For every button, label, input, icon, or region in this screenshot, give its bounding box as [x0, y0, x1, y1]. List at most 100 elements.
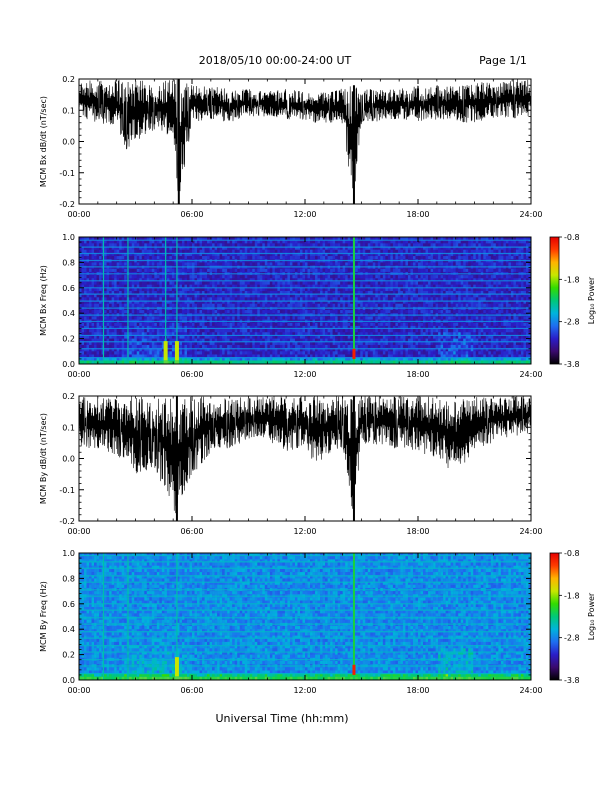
- spectrogram-cell: [279, 351, 283, 355]
- spectrogram-cell: [284, 243, 288, 247]
- spectrogram-cell: [91, 329, 95, 333]
- spectrogram-cell: [277, 316, 281, 320]
- spectrogram-cell: [159, 348, 163, 352]
- spectrogram-cell: [297, 351, 301, 355]
- spectrogram-cell: [134, 268, 138, 273]
- spectrogram-cell: [179, 262, 183, 266]
- spectrogram-cell: [169, 268, 173, 273]
- spectrogram-cell: [224, 262, 228, 266]
- spectrogram-cell: [109, 297, 112, 301]
- spectrogram-cell: [109, 348, 112, 352]
- spectrogram-cell: [86, 310, 90, 314]
- spectrogram-cell: [332, 249, 336, 254]
- spectrogram-cell: [159, 322, 163, 327]
- spectrogram-cell: [317, 303, 321, 308]
- spectrogram-cell: [237, 262, 241, 266]
- spectrogram-cell: [219, 262, 223, 266]
- spectrogram-cell: [222, 329, 225, 333]
- spectrogram-cell: [320, 268, 323, 273]
- spectrogram-cell: [94, 278, 97, 282]
- spectrogram-cell: [86, 246, 90, 250]
- spectrogram-cell: [204, 243, 208, 247]
- spectrogram-cell: [277, 262, 281, 266]
- spectrogram-cell: [222, 303, 225, 308]
- spectrogram-cell: [297, 322, 301, 327]
- spectrogram-cell: [307, 303, 311, 308]
- spectrogram-cell: [96, 243, 100, 247]
- spectrogram-cell: [169, 297, 173, 301]
- spectrogram-cell: [322, 329, 326, 333]
- spectrogram-cell: [96, 240, 100, 244]
- spectrogram-cell: [222, 310, 225, 314]
- y-tick-label: 0.1: [62, 106, 75, 115]
- spectrogram-cell: [161, 329, 165, 333]
- spectrogram-cell: [109, 268, 112, 273]
- spectrogram-cell: [109, 287, 112, 292]
- spectrogram-cell: [315, 351, 318, 355]
- spectrogram-cell: [96, 341, 100, 346]
- spectrogram-cell: [380, 322, 384, 327]
- spectrogram-cell: [350, 310, 354, 314]
- spectrogram-cell: [79, 303, 82, 308]
- spectrogram-cell: [279, 281, 283, 285]
- spectrogram-cell: [252, 256, 256, 260]
- spectrogram-cell: [166, 243, 170, 247]
- spectrogram-cell: [204, 275, 208, 279]
- spectrogram-cell: [136, 256, 140, 260]
- spectrogram-cell: [294, 329, 298, 333]
- spectrogram-cell: [249, 351, 253, 355]
- spectrogram-cell: [194, 249, 198, 254]
- spectrogram-cell: [84, 243, 87, 247]
- spectrogram-cell: [89, 310, 92, 314]
- spectrogram-cell: [106, 278, 110, 282]
- spectrogram-cell: [94, 348, 97, 352]
- spectrogram-cell: [305, 297, 308, 301]
- spectrogram-cell: [124, 300, 128, 304]
- spectrogram-cell: [89, 284, 92, 289]
- spectrogram-cell: [259, 303, 263, 308]
- spectrogram-cell: [154, 237, 158, 241]
- spectrogram-cell: [257, 297, 261, 301]
- spectrogram-cell: [106, 316, 110, 320]
- spectrogram-cell: [96, 275, 100, 279]
- spectrogram-cell: [202, 303, 205, 308]
- spectrogram-cell: [91, 256, 95, 260]
- spectrogram-cell: [149, 252, 153, 257]
- spectrogram-cell: [362, 344, 366, 349]
- spectrogram-cell: [181, 249, 185, 254]
- spectrogram-cell: [327, 310, 331, 314]
- spectrogram-cell: [81, 297, 85, 301]
- spectrogram-cell: [144, 249, 148, 254]
- spectrogram-cell: [121, 341, 125, 346]
- spectrogram-cell: [289, 262, 293, 266]
- spectrogram-cell: [151, 310, 155, 314]
- spectrogram-cell: [372, 275, 376, 279]
- spectrogram-cell: [166, 325, 170, 330]
- spectrogram-cell: [192, 351, 195, 355]
- spectrogram-cell: [136, 284, 140, 289]
- spectrogram-cell: [370, 344, 374, 349]
- spectrogram-cell: [139, 287, 143, 292]
- spectrogram-cell: [234, 275, 238, 279]
- spectrogram-cell: [129, 284, 133, 289]
- spectrogram-cell: [91, 335, 95, 339]
- spectrogram-cell: [312, 351, 316, 355]
- spectrogram-cell: [94, 297, 97, 301]
- spectrogram-cell: [357, 256, 361, 260]
- spectrogram-cell: [86, 329, 90, 333]
- spectrogram-cell: [129, 243, 133, 247]
- spectrogram-cell: [179, 303, 183, 308]
- spectrogram-cell: [96, 246, 100, 250]
- spectrogram-cell: [244, 297, 248, 301]
- spectrogram-cell: [335, 351, 338, 355]
- spectrogram-cell: [317, 243, 321, 247]
- spectrogram-cell: [259, 243, 263, 247]
- spectrogram-cell: [104, 268, 107, 273]
- spectrogram-cell: [317, 281, 321, 285]
- spectrogram-cell: [272, 281, 276, 285]
- spectrogram-cell: [81, 278, 85, 282]
- spectrogram-cell: [99, 262, 102, 266]
- spectrogram-cell: [124, 281, 128, 285]
- spectrogram-cell: [330, 322, 333, 327]
- spectrogram-cell: [149, 344, 153, 349]
